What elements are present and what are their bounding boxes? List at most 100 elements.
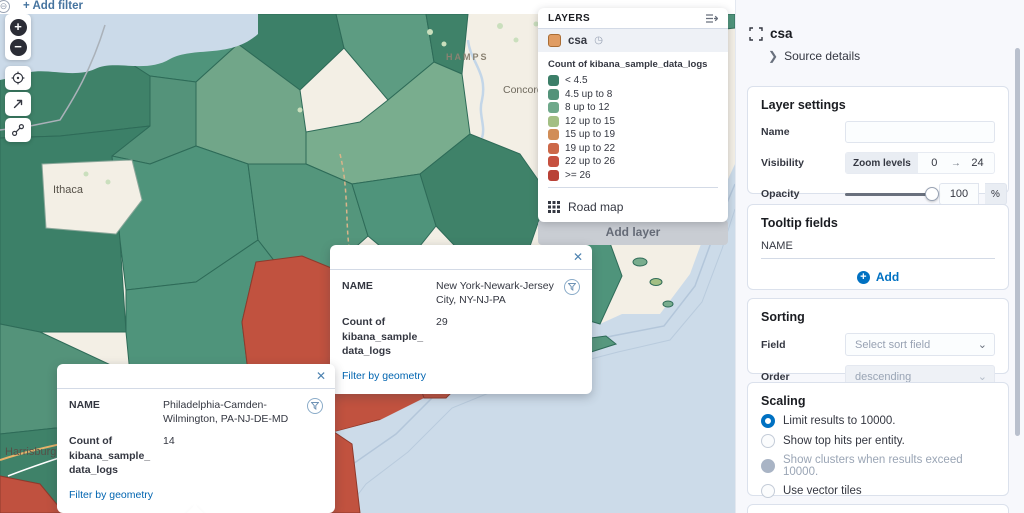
next-settings-card xyxy=(747,504,1009,513)
map-tooltip-new-york: ✕ NAME New York-Newark-Jersey City, NY-N… xyxy=(330,245,592,394)
zoom-max-input[interactable]: 24 xyxy=(971,157,984,169)
legend-swatch xyxy=(548,142,559,154)
sorting-title: Sorting xyxy=(761,310,805,324)
vector-layer-icon xyxy=(749,26,763,41)
filter-on-value-icon[interactable] xyxy=(564,279,580,295)
expand-arrow-icon xyxy=(13,99,23,109)
grid-icon xyxy=(548,201,560,213)
radio-selected-icon xyxy=(761,414,775,428)
map-tools-button[interactable] xyxy=(5,118,31,142)
filter-icon[interactable]: ⊖ xyxy=(0,0,10,13)
legend-item: >= 26 xyxy=(548,169,718,183)
radio-show-clusters: Show clusters when results exceed 10000. xyxy=(761,454,995,478)
source-details-accordion[interactable]: ❯ Source details xyxy=(768,49,861,63)
tooltip-field-name-value: New York-Newark-Jersey City, NY-NJ-PA xyxy=(436,280,554,307)
flyout-title: csa xyxy=(770,26,793,41)
zoom-min-input[interactable]: 0 xyxy=(931,157,938,169)
layer-settings-title: Layer settings xyxy=(761,98,846,112)
tooltip-fields-card: Tooltip fields NAME + Add xyxy=(747,204,1009,290)
layer-settings-card: Layer settings Name Visibility Zoom leve… xyxy=(747,86,1009,205)
visibility-label: Visibility xyxy=(761,157,804,169)
chevron-down-icon: ⌄ xyxy=(977,371,987,383)
tooltip-count-label: Count of kibana_sample_data_logs xyxy=(69,435,151,476)
tooltip-field-name-value: Philadelphia-Camden-Wilmington, PA-NJ-DE… xyxy=(163,399,289,426)
layers-panel-title: LAYERS xyxy=(548,13,591,24)
legend-swatch xyxy=(548,169,559,181)
legend-item: 8 up to 12 xyxy=(548,101,718,115)
scaling-title: Scaling xyxy=(761,394,806,408)
legend-item: 19 up to 22 xyxy=(548,142,718,156)
chevron-right-icon: ❯ xyxy=(768,49,779,63)
layer-legend: Count of kibana_sample_data_logs < 4.5 4… xyxy=(538,52,728,193)
filter-by-geometry-link[interactable]: Filter by geometry xyxy=(69,488,154,501)
filter-on-value-icon[interactable] xyxy=(307,398,323,414)
tooltip-field-row[interactable]: NAME xyxy=(761,240,995,259)
zoom-levels-chip: Zoom levels xyxy=(846,153,918,173)
close-icon[interactable]: ✕ xyxy=(572,250,583,264)
fit-to-data-button[interactable] xyxy=(5,92,31,116)
tooltip-fields-title: Tooltip fields xyxy=(761,216,838,230)
legend-title: Count of kibana_sample_data_logs xyxy=(548,59,708,70)
field-label: Field xyxy=(761,338,786,351)
collapse-panel-icon[interactable] xyxy=(705,13,718,24)
chevron-down-icon: ⌄ xyxy=(977,339,987,351)
legend-swatch xyxy=(548,88,559,100)
tooltip-count-label: Count of kibana_sample_data_logs xyxy=(342,316,424,357)
slider-handle[interactable] xyxy=(925,187,939,201)
layer-row-csa[interactable]: csa ◷ xyxy=(538,29,728,52)
add-filter-button[interactable]: + Add filter xyxy=(23,0,83,12)
close-icon[interactable]: ✕ xyxy=(315,369,326,383)
legend-item: 22 up to 26 xyxy=(548,155,718,169)
scaling-card: Scaling Limit results to 10000. Show top… xyxy=(747,382,1009,513)
layers-panel: LAYERS csa ◷ Count of kibana_sample_data… xyxy=(538,8,728,222)
map-tooltip-philadelphia: ✕ NAME Philadelphia-Camden-Wilmington, P… xyxy=(57,364,335,513)
radio-top-hits[interactable]: Show top hits per entity. xyxy=(761,434,995,448)
base-layer-row-road-map[interactable]: Road map xyxy=(538,193,728,222)
layer-settings-flyout: csa ❯ Source details Layer settings Name… xyxy=(735,0,1024,513)
radio-disabled-icon xyxy=(761,459,775,473)
legend-swatch xyxy=(548,75,559,87)
legend-swatch xyxy=(548,156,559,168)
base-layer-label: Road map xyxy=(568,200,624,214)
name-label: Name xyxy=(761,126,790,138)
legend-swatch xyxy=(548,102,559,114)
add-tooltip-field-button[interactable]: + Add xyxy=(761,270,995,284)
compass-icon xyxy=(11,71,25,85)
set-view-button[interactable] xyxy=(5,66,31,90)
layer-color-swatch xyxy=(548,34,561,47)
tooltip-field-name-label: NAME xyxy=(342,280,373,292)
legend-swatch xyxy=(548,115,559,127)
radio-icon xyxy=(761,434,775,448)
zoom-out-button[interactable]: − xyxy=(9,38,27,56)
legend-item: 15 up to 19 xyxy=(548,128,718,142)
layer-name-input[interactable] xyxy=(845,121,995,143)
tooltip-count-value: 14 xyxy=(163,435,175,448)
legend-item: 4.5 up to 8 xyxy=(548,88,718,102)
sidebar-scrollbar[interactable] xyxy=(1015,48,1020,436)
legend-item: < 4.5 xyxy=(548,74,718,88)
tooltip-count-value: 29 xyxy=(436,316,448,329)
radio-limit-results[interactable]: Limit results to 10000. xyxy=(761,414,995,428)
arrow-right-icon: → xyxy=(950,157,961,169)
zoom-controls: + − xyxy=(5,14,31,60)
opacity-unit: % xyxy=(985,183,1007,205)
zoom-in-button[interactable]: + xyxy=(9,18,27,36)
add-layer-button[interactable]: Add layer xyxy=(538,220,728,245)
opacity-label: Opacity xyxy=(761,188,800,200)
opacity-slider[interactable] xyxy=(845,187,939,201)
filter-by-geometry-link[interactable]: Filter by geometry xyxy=(342,369,427,382)
radio-vector-tiles[interactable]: Use vector tiles xyxy=(761,484,995,498)
legend-swatch xyxy=(548,129,559,141)
opacity-input[interactable]: 100 xyxy=(939,183,979,205)
legend-item: 12 up to 15 xyxy=(548,115,718,129)
layer-name: csa xyxy=(568,34,588,47)
tooltip-field-name-label: NAME xyxy=(69,399,100,411)
time-filter-icon: ◷ xyxy=(594,35,603,46)
sorting-card: Sorting Field Select sort field ⌄ Order … xyxy=(747,298,1009,388)
measure-tools-icon xyxy=(11,123,24,136)
radio-icon xyxy=(761,484,775,498)
sort-field-select[interactable]: Select sort field ⌄ xyxy=(845,333,995,356)
plus-circle-icon: + xyxy=(856,270,870,284)
order-label: Order xyxy=(761,370,790,383)
